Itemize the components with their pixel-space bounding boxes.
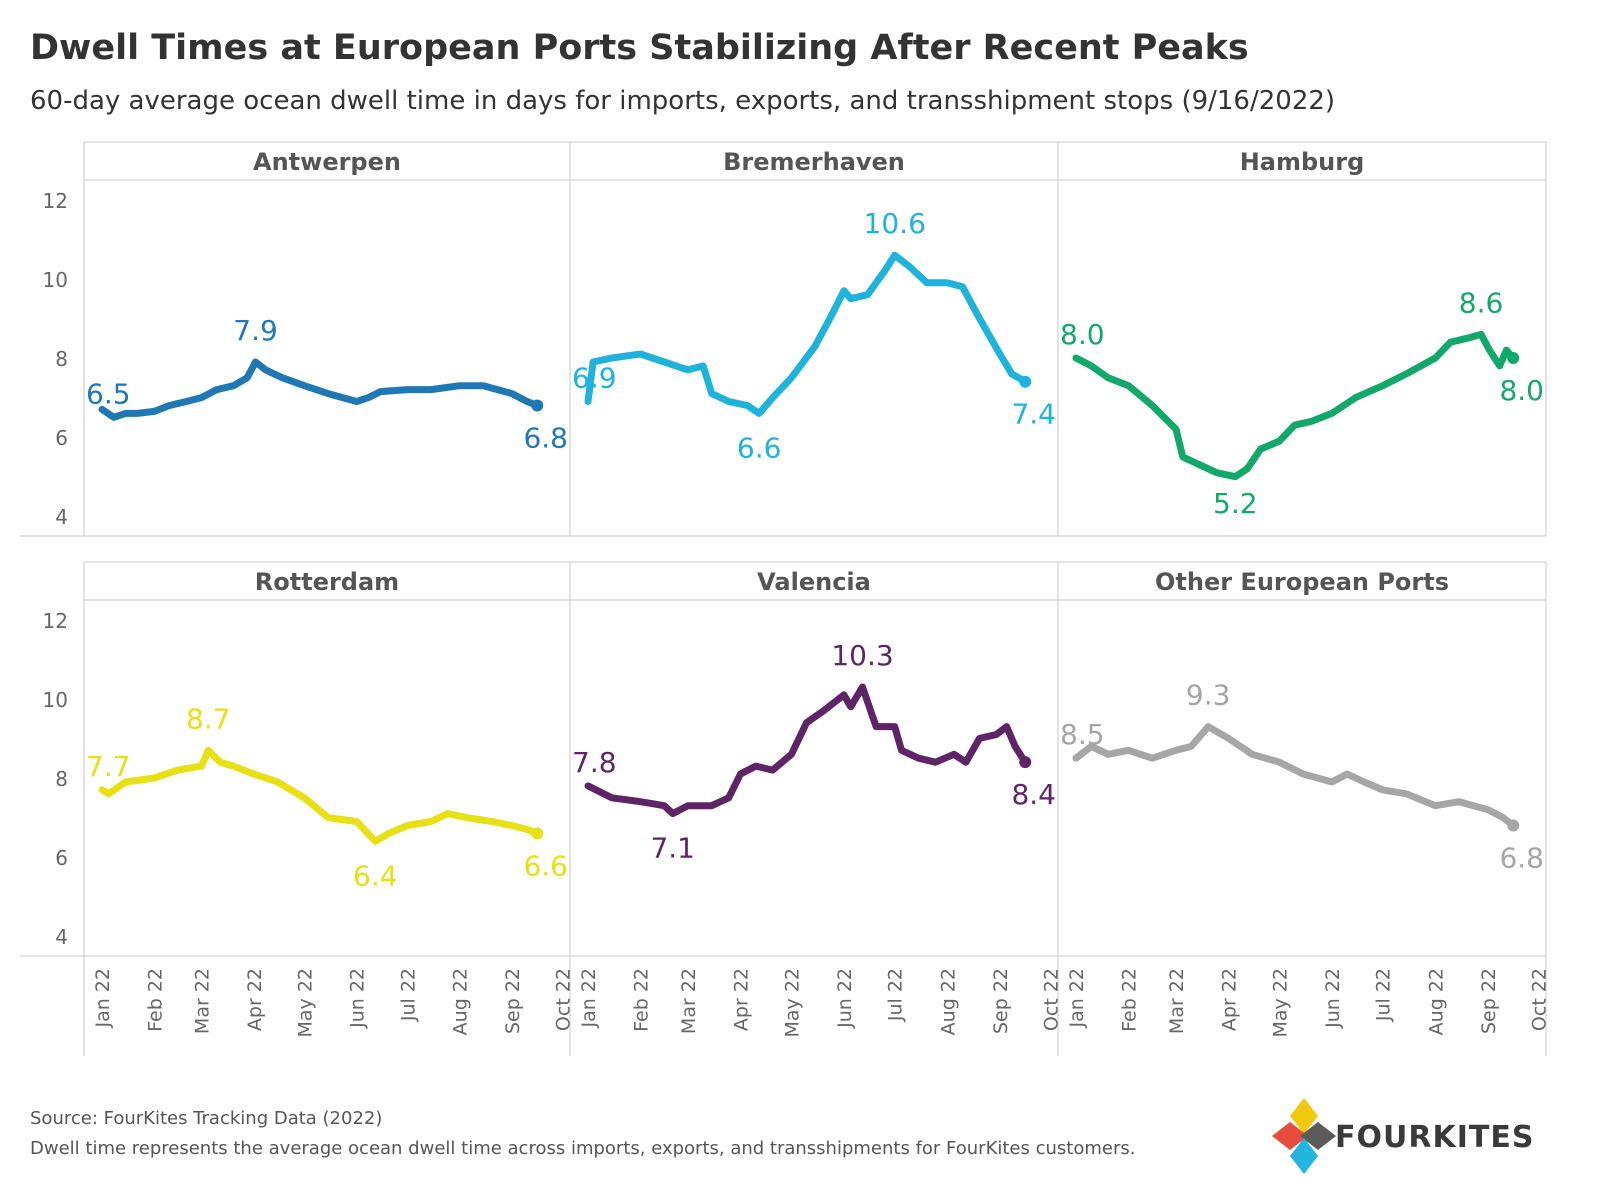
- x-tick-label: Apr 22: [244, 968, 266, 1031]
- y-tick-label: 6: [55, 426, 68, 450]
- x-tick-label: May 22: [1269, 968, 1291, 1038]
- panel-title: Valencia: [757, 568, 871, 596]
- y-tick-label: 6: [55, 846, 68, 870]
- x-tick-label: Oct 22: [553, 968, 575, 1031]
- data-label: 7.1: [650, 832, 695, 865]
- panel-antwerpen: Antwerpen 6.5 7.9 6.8: [20, 141, 570, 537]
- y-tick-label: 4: [55, 505, 68, 529]
- x-tick-label: Jan 22: [1066, 968, 1088, 1029]
- data-label: 7.9: [233, 314, 278, 347]
- fourkites-logo-icon: [1272, 1098, 1336, 1174]
- data-label: 8.6: [1459, 286, 1504, 319]
- panel-title: Bremerhaven: [723, 148, 905, 176]
- logo-diamond-bottom: [1290, 1138, 1318, 1174]
- logo-diamond-top: [1290, 1098, 1318, 1134]
- y-tick-label: 8: [55, 767, 68, 791]
- x-tick-label: Feb 22: [631, 968, 653, 1032]
- data-label: 7.4: [1011, 398, 1056, 431]
- x-tick-label: Jan 22: [578, 968, 600, 1029]
- data-label: 6.8: [1499, 841, 1544, 874]
- series-end-point: [531, 827, 544, 840]
- y-tick-label: 8: [55, 347, 68, 371]
- y-tick-label: 12: [43, 609, 68, 633]
- data-label: 8.5: [1060, 718, 1105, 751]
- x-tick-label: Sep 22: [502, 968, 524, 1034]
- x-tick-label: Apr 22: [1219, 968, 1241, 1031]
- x-tick-label: Jul 22: [397, 968, 419, 1022]
- data-label: 8.0: [1499, 374, 1544, 407]
- data-label: 10.6: [864, 207, 926, 240]
- brand-wordmark: FOURKITES: [1335, 1120, 1535, 1155]
- series-line: [584, 251, 1029, 417]
- panel-bremerhaven: Bremerhaven 6.9 6.6 10.6 7.4: [569, 141, 1058, 537]
- data-label: 8.7: [186, 702, 231, 735]
- x-tick-label: May 22: [294, 968, 316, 1038]
- x-tick-label: Aug 22: [937, 968, 959, 1035]
- data-label: 6.4: [353, 859, 398, 892]
- x-tick-label: Feb 22: [1119, 968, 1141, 1032]
- series-line: [98, 746, 541, 845]
- y-tick-label: 10: [43, 268, 68, 292]
- x-tick-label: Mar 22: [678, 968, 700, 1034]
- x-tick-label: Oct 22: [1041, 968, 1063, 1031]
- data-label: 6.5: [86, 377, 131, 410]
- data-label: 6.9: [572, 362, 617, 395]
- logo-diamond-left: [1272, 1122, 1308, 1150]
- x-tick-label: Feb 22: [144, 968, 166, 1032]
- y-tick-label: 12: [43, 189, 68, 213]
- x-tick-label: Sep 22: [990, 968, 1012, 1034]
- source-note: Source: FourKites Tracking Data (2022): [30, 1108, 383, 1129]
- data-label: 7.8: [572, 746, 617, 779]
- series-line: [584, 683, 1029, 818]
- series-end-point: [1019, 756, 1032, 769]
- x-tick-label: Sep 22: [1478, 968, 1500, 1034]
- panel-title: Other European Ports: [1155, 568, 1449, 596]
- x-tick-label: May 22: [781, 968, 803, 1038]
- panel-title: Hamburg: [1240, 148, 1365, 176]
- x-tick-label: Jun 22: [1322, 968, 1344, 1029]
- series-end-point: [1507, 819, 1520, 832]
- panel-rotterdam: Rotterdam 7.7 8.7 6.4 6.6: [20, 561, 570, 957]
- y-tick-label: 4: [55, 925, 68, 949]
- data-label: 5.2: [1213, 487, 1258, 520]
- data-label: 8.4: [1011, 778, 1056, 811]
- x-tick-label: Jul 22: [885, 968, 907, 1022]
- panel-hamburg: Hamburg 8.0 5.2 8.6 8.0: [1057, 141, 1547, 537]
- chart-title: Dwell Times at European Ports Stabilizin…: [30, 28, 1249, 68]
- chart-area: 46810124681012Antwerpen6.57.96.8Bremerha…: [20, 141, 1551, 1056]
- data-label: 6.6: [737, 431, 782, 464]
- panel-title: Rotterdam: [255, 568, 399, 596]
- series-end-point: [531, 399, 544, 412]
- x-tick-label: Oct 22: [1529, 968, 1551, 1031]
- x-tick-label: Aug 22: [1425, 968, 1447, 1035]
- data-label: 7.7: [86, 750, 131, 783]
- panel-valencia: Valencia 7.8 7.1 10.3 8.4: [569, 561, 1058, 957]
- series-end-point: [1019, 375, 1032, 388]
- data-label: 8.0: [1060, 318, 1105, 351]
- panel-title: Antwerpen: [253, 148, 401, 176]
- x-tick-label: Mar 22: [1166, 968, 1188, 1034]
- data-label: 6.6: [523, 849, 568, 882]
- panel-other-european-ports: Other European Ports 8.5 9.3 6.8: [1057, 561, 1547, 957]
- y-tick-label: 10: [43, 688, 68, 712]
- series-end-point: [1507, 352, 1520, 364]
- logo-diamond-right: [1300, 1122, 1336, 1150]
- x-tick-label: Aug 22: [450, 968, 472, 1035]
- series-line: [1072, 330, 1517, 481]
- series-line: [1072, 723, 1517, 829]
- series-line: [98, 358, 541, 421]
- data-label: 6.8: [523, 421, 568, 454]
- data-label: 10.3: [831, 639, 893, 672]
- x-tick-label: Jan 22: [92, 968, 114, 1029]
- x-tick-label: Apr 22: [731, 968, 753, 1031]
- definition-note: Dwell time represents the average ocean …: [30, 1138, 1136, 1159]
- x-tick-label: Jun 22: [834, 968, 856, 1029]
- data-label: 9.3: [1186, 679, 1231, 712]
- chart-subtitle: 60-day average ocean dwell time in days …: [30, 86, 1336, 116]
- x-tick-label: Mar 22: [192, 968, 214, 1034]
- x-tick-label: Jun 22: [347, 968, 369, 1029]
- x-tick-label: Jul 22: [1373, 968, 1395, 1022]
